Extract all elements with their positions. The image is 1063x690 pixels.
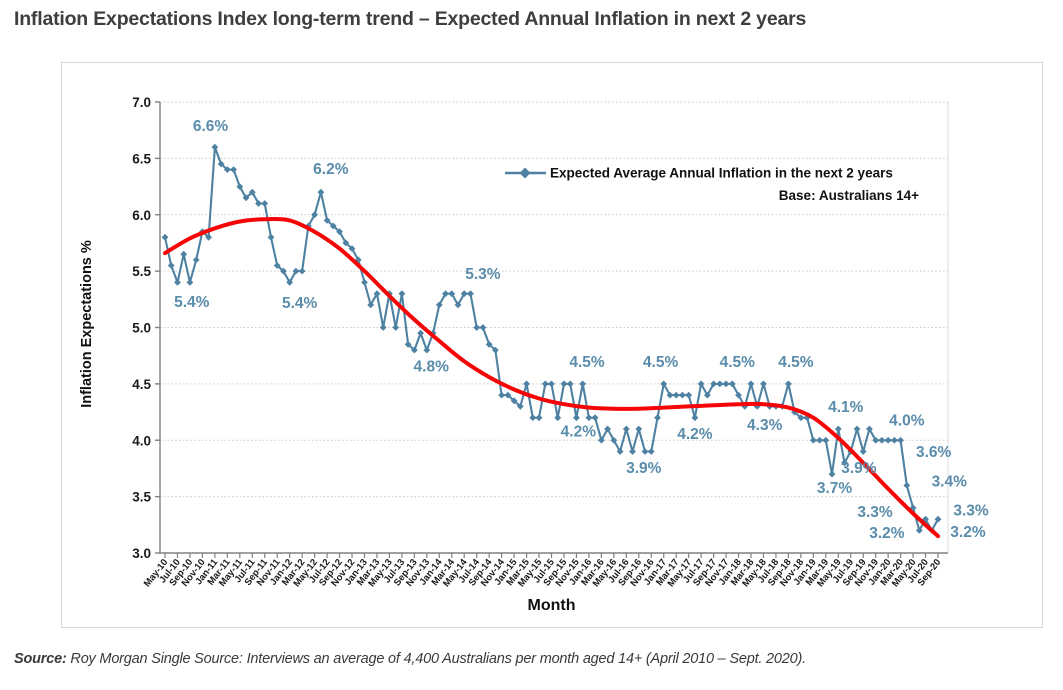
annotation-label: 3.2% xyxy=(869,525,905,542)
y-tick-label: 3.0 xyxy=(132,546,151,561)
y-tick-label: 4.5 xyxy=(132,377,151,392)
x-axis-title: Month xyxy=(528,597,576,614)
y-tick-label: 5.0 xyxy=(132,321,151,336)
annotation-label: 4.8% xyxy=(414,358,450,375)
y-tick-label: 6.5 xyxy=(132,151,151,166)
annotation-label: 4.2% xyxy=(561,424,597,441)
annotation-label: 6.6% xyxy=(193,118,229,135)
annotation-label: 4.5% xyxy=(643,354,679,371)
annotation-label: 3.6% xyxy=(916,444,952,461)
trend-line xyxy=(163,216,940,539)
annotation-label: 5.4% xyxy=(282,295,318,312)
annotation-label: 3.3% xyxy=(953,503,989,520)
annotation-label: 4.5% xyxy=(778,354,814,371)
annotation-label: 4.3% xyxy=(747,417,783,434)
chart-card: 7.0 6.5 6.0 5.5 5.0 4.5 4.0 3.5 3.0 May-10 Jul-10 S… xyxy=(61,62,1043,628)
annotation-label: 5.3% xyxy=(465,266,501,283)
source-text: Roy Morgan Single Source: Interviews an … xyxy=(66,651,806,667)
annotation-label: 3.9% xyxy=(626,460,662,477)
annotation-label: 6.2% xyxy=(313,161,349,178)
legend-diamond-icon xyxy=(519,167,531,179)
y-tick-label: 7.0 xyxy=(132,95,151,110)
annotation-label: 3.4% xyxy=(932,473,968,490)
inflation-expectations-chart: 7.06.56.05.55.04.54.03.53.0May-10Jul-10S… xyxy=(79,95,989,614)
y-tick-label: 5.5 xyxy=(132,264,151,279)
y-tick-label: 6.0 xyxy=(132,208,151,223)
annotation-label: 3.7% xyxy=(817,480,853,497)
data-series-line xyxy=(163,146,939,532)
source-line: Source: Roy Morgan Single Source: Interv… xyxy=(14,651,1044,667)
annotation-label: 3.9% xyxy=(841,460,877,477)
annotation-label: 5.4% xyxy=(174,294,210,311)
y-tick-label: 3.5 xyxy=(132,490,151,505)
annotation-label: 4.5% xyxy=(720,354,756,371)
y-axis-title: Inflation Expectations % xyxy=(79,240,95,408)
source-label: Source: xyxy=(14,651,67,667)
legend-base-note: Base: Australians 14+ xyxy=(779,188,919,203)
legend-label: Expected Average Annual Inflation in the… xyxy=(550,166,893,181)
annotation-label: 4.1% xyxy=(828,399,864,416)
annotation-label: 4.5% xyxy=(569,354,605,371)
annotation-label: 3.2% xyxy=(950,524,986,541)
y-tick-label: 4.0 xyxy=(132,433,151,448)
page-title: Inflation Expectations Index long-term t… xyxy=(14,8,807,30)
annotation-label: 4.2% xyxy=(677,426,713,443)
annotation-label: 4.0% xyxy=(889,412,925,429)
annotation-label: 3.3% xyxy=(857,504,893,521)
